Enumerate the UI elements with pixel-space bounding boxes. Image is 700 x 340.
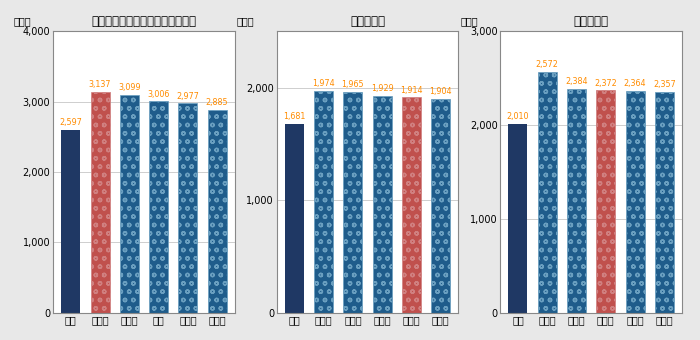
Title: 風味調味料: 風味調味料 (573, 15, 608, 28)
Bar (372, 96, 392, 313)
Title: マヨネーズ・マヨネーズ風調味料: マヨネーズ・マヨネーズ風調味料 (92, 15, 197, 28)
Text: 3,099: 3,099 (118, 83, 141, 92)
Text: 1,914: 1,914 (400, 86, 423, 95)
Bar (314, 91, 333, 313)
Text: 2,885: 2,885 (206, 98, 228, 107)
Text: （円）: （円） (461, 16, 478, 26)
Bar (285, 124, 304, 313)
Text: 1,929: 1,929 (371, 84, 393, 93)
Text: （ｇ）: （ｇ） (237, 16, 255, 26)
Text: 2,597: 2,597 (60, 118, 82, 127)
Text: 2,977: 2,977 (176, 91, 200, 101)
Bar (149, 101, 168, 313)
Bar (538, 72, 556, 313)
Text: 1,681: 1,681 (284, 112, 305, 121)
Text: 2,384: 2,384 (565, 78, 588, 86)
Bar (654, 92, 674, 313)
Bar (508, 124, 527, 313)
Bar (402, 97, 421, 313)
Bar (178, 103, 197, 313)
Text: 1,904: 1,904 (430, 87, 452, 96)
Text: 2,364: 2,364 (624, 79, 646, 88)
Text: 2,010: 2,010 (507, 113, 529, 121)
Text: 2,357: 2,357 (653, 80, 676, 89)
Bar (344, 92, 363, 313)
Bar (567, 89, 586, 313)
Bar (626, 91, 645, 313)
Text: 1,965: 1,965 (342, 80, 364, 89)
Bar (431, 99, 450, 313)
Title: カレールウ: カレールウ (350, 15, 385, 28)
Text: 2,372: 2,372 (594, 79, 617, 87)
Text: （ｇ）: （ｇ） (13, 16, 31, 26)
Bar (90, 92, 110, 313)
Bar (208, 110, 227, 313)
Bar (62, 130, 80, 313)
Bar (596, 90, 615, 313)
Text: 1,974: 1,974 (312, 79, 335, 88)
Bar (120, 95, 139, 313)
Text: 3,137: 3,137 (89, 80, 111, 89)
Text: 2,572: 2,572 (536, 60, 559, 69)
Text: 3,006: 3,006 (148, 89, 170, 99)
